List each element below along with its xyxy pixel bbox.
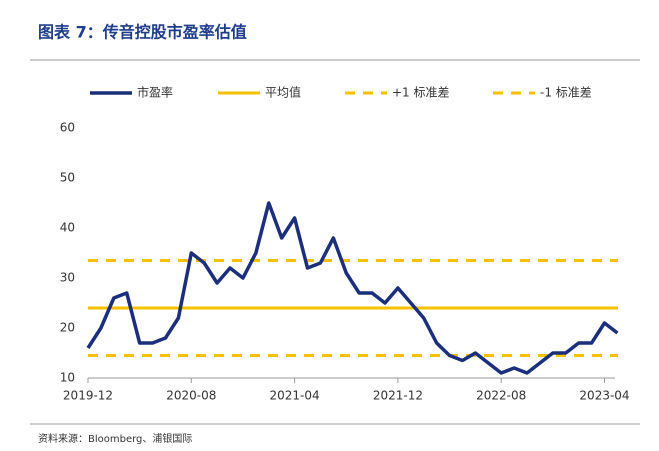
pe-line — [86, 201, 619, 375]
x-tick-label: 2019-12 — [63, 389, 113, 403]
x-tick-label: 2020-08 — [166, 389, 216, 403]
x-tick-label: 2022-08 — [476, 389, 526, 403]
x-tick-label: 2021-04 — [270, 389, 320, 403]
source: 资料来源：Bloomberg、浦银国际 — [38, 432, 192, 445]
legend-label: 市盈率 — [137, 85, 173, 100]
x-tick-label: 2021-12 — [373, 389, 423, 403]
legend-label: +1 标准差 — [392, 86, 450, 100]
y-tick-label: 10 — [60, 371, 75, 385]
legend-label: 平均值 — [265, 85, 301, 100]
y-tick-label: 20 — [60, 321, 75, 335]
y-tick-label: 30 — [60, 271, 75, 285]
y-tick-label: 40 — [60, 221, 75, 235]
legend-label: -1 标准差 — [540, 86, 592, 100]
x-tick-label: 2023-04 — [579, 389, 629, 403]
title: 图表 7：传音控股市盈率估值 — [38, 23, 247, 42]
y-tick-label: 60 — [60, 121, 75, 135]
y-tick-label: 50 — [60, 171, 75, 185]
